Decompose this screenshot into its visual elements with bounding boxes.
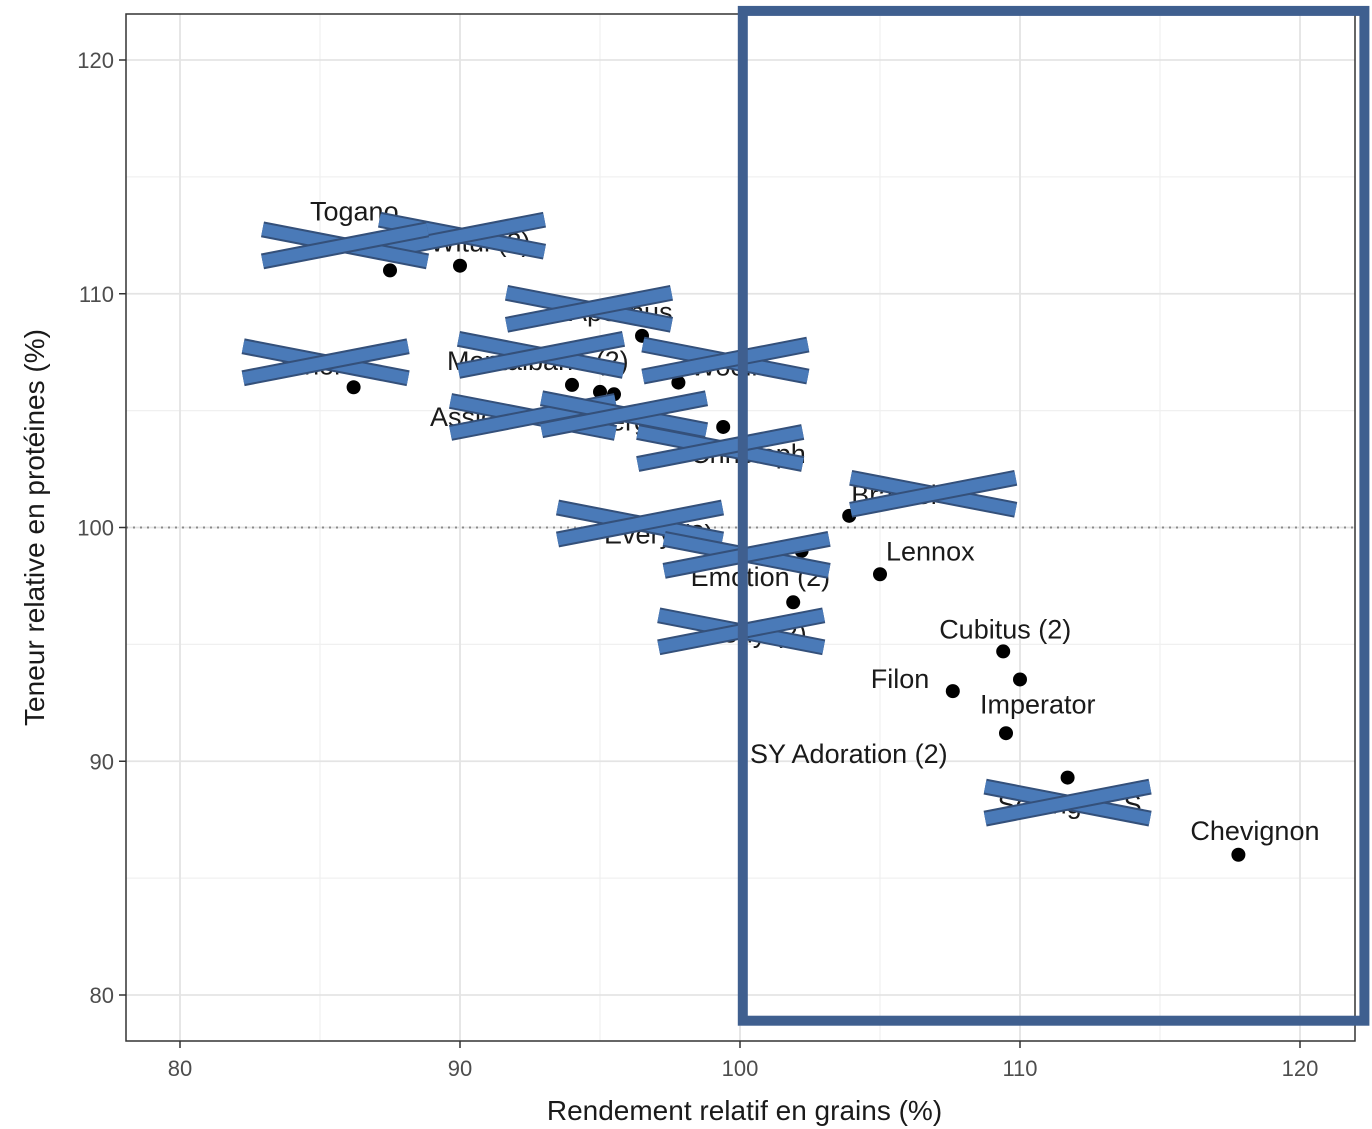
data-point (565, 377, 579, 392)
cross-out-mark (241, 338, 410, 387)
cross-out-mark (849, 469, 1018, 518)
y-tick-label: 80 (90, 983, 114, 1008)
cross-out-mark (260, 221, 430, 270)
data-point (671, 375, 686, 390)
point-label: SY Adoration (2) (750, 739, 948, 769)
x-axis: 80 90 100 110 120 (168, 1041, 1319, 1081)
data-point (996, 644, 1011, 659)
x-tick-label: 80 (168, 1056, 192, 1081)
x-axis-title: Rendement relatif en grains (%) (547, 1095, 942, 1126)
point-label: Filon (871, 664, 930, 694)
x-tick-label: 100 (722, 1056, 759, 1081)
data-point (1060, 770, 1075, 785)
cross-out-mark (641, 336, 810, 385)
cross-out-marks (241, 211, 1152, 827)
data-point (999, 726, 1013, 741)
highlight-box (737, 5, 1370, 1026)
data-point (786, 595, 801, 610)
data-point (346, 380, 361, 395)
data-point (1013, 672, 1027, 687)
point-label: Chevignon (1190, 816, 1319, 846)
y-axis-title: Teneur relative en protéines (%) (19, 329, 50, 726)
data-point (873, 567, 887, 582)
point-label: Lennox (886, 536, 975, 566)
x-tick-label: 90 (448, 1056, 472, 1081)
point-label: Imperator (980, 689, 1096, 719)
data-point (383, 263, 397, 278)
y-tick-label: 120 (77, 48, 114, 73)
x-tick-label: 110 (1002, 1056, 1037, 1081)
data-point (1231, 847, 1246, 862)
y-tick-label: 90 (90, 749, 114, 774)
cross-out-mark (377, 211, 547, 260)
data-point (453, 258, 467, 273)
cross-out-mark (983, 778, 1152, 827)
y-tick-label: 100 (77, 516, 114, 541)
cross-out-mark (636, 424, 805, 472)
y-tick-label: 110 (79, 282, 114, 307)
y-axis: 80 90 100 110 120 (77, 48, 126, 1008)
cross-out-mark (504, 284, 674, 333)
highlight-box-group (737, 5, 1370, 1026)
x-tick-label: 120 (1282, 1056, 1319, 1081)
data-point (945, 684, 960, 699)
cross-out-mark (555, 499, 725, 548)
data-point (716, 419, 731, 434)
cross-out-mark (456, 331, 626, 379)
cross-out-mark (539, 390, 709, 439)
point-label: Cubitus (2) (939, 614, 1071, 644)
